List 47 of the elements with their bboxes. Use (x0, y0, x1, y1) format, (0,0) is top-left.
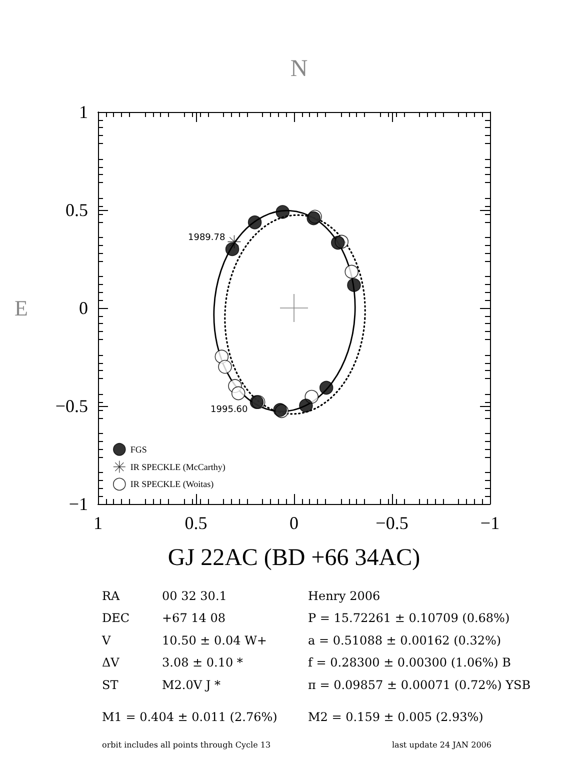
point (231, 386, 246, 400)
x-tick-label: −0.5 (376, 513, 408, 533)
chart-title: N (290, 56, 308, 82)
text: π = 0.09857 ± 0.00071 (0.72%) YSB (308, 678, 531, 692)
text: 00 32 30.1 (162, 589, 227, 603)
text: orbit includes all points through Cycle 13 (102, 740, 271, 750)
text: Henry 2006 (308, 589, 380, 603)
text: ST (102, 678, 118, 692)
x-tick-label: −1 (480, 513, 500, 533)
text: M2.0V J * (162, 678, 220, 692)
text: +67 14 08 (162, 611, 226, 626)
text: a = 0.51088 ± 0.00162 (0.32%) (308, 633, 502, 648)
legend-label: FGS (130, 444, 147, 454)
text: P = 15.72261 ± 0.10709 (0.68%) (308, 611, 510, 626)
point (276, 205, 290, 219)
point (319, 380, 334, 395)
text: RA (102, 589, 120, 603)
legend-label: IR SPECKLE (Woitas) (130, 479, 214, 490)
text: 3.08 ± 0.10 * (162, 656, 243, 670)
text: M2 = 0.159 ± 0.005 (2.93%) (308, 710, 484, 724)
point (218, 360, 232, 374)
annotation: 1989.78 (188, 232, 226, 243)
x-tick-label: 0.5 (184, 513, 208, 533)
point (331, 236, 345, 250)
point (225, 242, 240, 256)
x-axis-title: GJ 22AC (BD +66 34AC) (168, 545, 420, 571)
text: last update 24 JAN 2006 (392, 740, 492, 750)
y-tick-label: 1 (79, 102, 88, 122)
y-tick-label: 0.5 (66, 200, 88, 220)
x-tick-label: 1 (94, 513, 102, 533)
point (347, 278, 361, 292)
y-tick-label: −1 (68, 494, 88, 514)
x-tick-label: 0 (290, 513, 298, 533)
annotation: 1995.60 (210, 405, 248, 416)
text: 10.50 ± 0.04 W+ (162, 633, 267, 648)
point (299, 398, 313, 413)
text: V (101, 633, 111, 648)
point (344, 264, 359, 279)
text: M1 = 0.404 ± 0.011 (2.76%) (102, 710, 278, 724)
y-tick-label: 0 (79, 298, 88, 318)
y-axis-title: E (14, 296, 28, 320)
legend-label: IR SPECKLE (McCarthy) (130, 462, 226, 472)
y-tick-label: −0.5 (55, 396, 88, 416)
point (248, 215, 262, 230)
text: ΔV (102, 656, 120, 670)
text: DEC (102, 611, 130, 626)
text: f = 0.28300 ± 0.00300 (1.06%) B (308, 656, 512, 670)
